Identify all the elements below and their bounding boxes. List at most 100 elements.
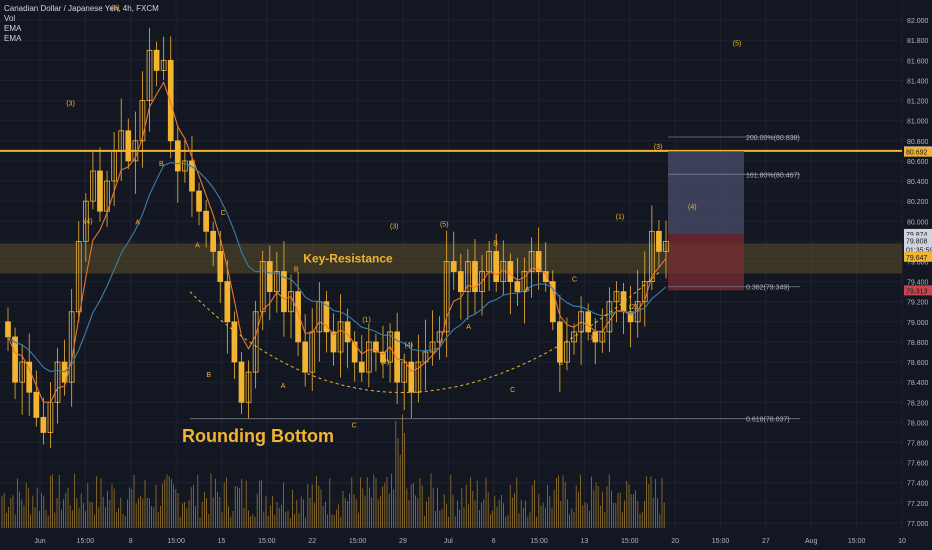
candle-body [302,341,309,373]
fib-label: 0.618(78.037) [746,417,790,424]
wave-label: B [294,267,299,274]
indicator-ema-2[interactable]: EMA [4,34,22,43]
price-tag: 79.808 [906,239,928,246]
candle-body [182,160,188,172]
x-tick-label: Jul [444,538,453,545]
candle-body [394,331,400,383]
price-axis[interactable]: 82.000 81.800 81.600 81.400 81.200 81.000 80.8… [904,18,932,528]
wave-label: (1) [616,214,625,221]
candle-body [82,200,89,242]
ema-lines [7,81,667,403]
candle-body [281,271,287,313]
ema-fast-line [7,81,667,403]
candle-body [415,361,422,393]
y-tick-label: 79.600 [907,259,929,266]
candle-body [380,351,386,363]
candle-body [111,150,117,182]
y-tick-label: 80.000 [907,219,929,226]
candle-body [203,210,209,232]
wave-label: A [525,287,530,294]
price-tag-bg [904,244,932,255]
wave-label: A [281,383,286,390]
ema-slow-line [7,161,667,373]
candle-body [479,271,485,293]
time-axis[interactable]: Jun 15:00 8 15:00 15 15:00 22 15:00 29 Jul 6 15:00 1… [34,538,906,545]
y-tick-label: 77.200 [907,501,929,508]
price-tag: 79.647 [906,255,928,262]
indicator-ema-1[interactable]: EMA [4,24,22,33]
y-tick-label: 78.000 [907,420,929,427]
x-tick-label: 15:00 [77,538,95,545]
candle-body [19,361,26,383]
candle-body [387,331,393,363]
candle-body [648,230,655,282]
candle-body [54,361,61,403]
candle-body [139,100,146,142]
candle-body [535,251,542,272]
x-tick-label: 15:00 [530,538,548,545]
candle-body [373,341,379,353]
symbol-title[interactable]: Canadian Dollar / Japanese Yen, 4h, FXCM [4,4,159,13]
x-tick-label: 20 [671,538,679,545]
annotations: 200.00%(80.838) 161.80%(80.467) 0.382(79.3… [66,5,800,446]
candle-body [330,331,337,353]
candle-body [146,49,153,101]
price-tag: 01:35:59 [906,247,932,254]
y-tick-label: 77.400 [907,481,929,488]
candle-body [266,261,273,293]
wave-label: A [466,324,471,331]
wave-label: X [590,335,595,342]
candle-body [118,130,125,152]
wave-label: A [195,242,200,249]
x-tick-label: 15:00 [349,538,367,545]
candle-body [125,130,132,162]
y-tick-label: 78.400 [907,380,929,387]
candle-body [472,261,478,293]
wave-label: (5) [111,5,120,12]
candle-body [252,311,259,373]
wave-label: (5) [440,221,449,228]
candle-body [174,140,181,172]
candle-body [26,361,33,393]
candle-body [90,170,96,202]
wave-label: (4) [404,342,413,349]
candle-body [627,311,634,323]
candle-body [656,230,662,252]
candle-body [528,251,535,272]
candle-body [443,261,450,333]
candle-body [295,291,301,343]
wave-label: (1) [362,317,371,324]
x-tick-label: 15:00 [621,538,639,545]
y-tick-label: 77.800 [907,441,929,448]
x-tick-label: 10 [898,538,906,545]
indicator-vol[interactable]: Vol [4,14,16,23]
y-tick-label: 81.000 [907,119,929,126]
candle-body [365,341,372,373]
candle-body [521,271,528,293]
wave-label: (3) [66,101,75,108]
x-tick-label: 8 [129,538,133,545]
candle-body [344,321,351,343]
wave-label: (4) [688,204,697,211]
price-tag-bg [904,228,932,239]
y-tick-label: 78.600 [907,360,929,367]
wave-label: C [510,387,515,394]
candle-body [514,281,521,293]
y-tick-label: 77.000 [907,521,929,528]
candle-body [457,271,464,293]
wave-label: (3) [390,223,399,230]
x-tick-label: 15:00 [712,538,730,545]
key-resistance-label: Key-Resistance [303,251,393,265]
candle-body [33,391,40,418]
x-tick-label: 15 [218,538,226,545]
y-tick-label: 78.800 [907,340,929,347]
fib-label: 0.382(79.349) [746,285,790,292]
candle-body [210,230,217,252]
candle-body [323,301,330,333]
x-tick-label: 29 [399,538,407,545]
candle-body [40,416,47,433]
x-tick-label: 6 [492,538,496,545]
x-tick-label: Aug [805,538,818,545]
wave-label: C [352,422,357,429]
